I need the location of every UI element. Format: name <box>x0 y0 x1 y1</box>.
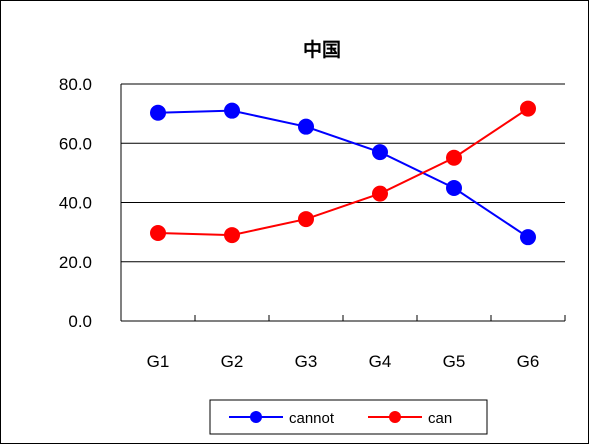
legend: cannot can <box>209 399 488 435</box>
y-tick-label: 0.0 <box>68 312 92 331</box>
point-can-G3 <box>298 211 314 228</box>
axes <box>120 84 566 321</box>
x-tick-label: G2 <box>221 352 244 371</box>
series-group <box>150 100 536 246</box>
point-can-G4 <box>372 185 388 202</box>
y-tick-label: 80.0 <box>59 75 92 94</box>
y-tick-labels: 0.0 20.0 40.0 60.0 80.0 <box>59 75 92 331</box>
x-tick-label: G5 <box>443 352 466 371</box>
chart-title: 中国 <box>303 38 341 61</box>
y-tick-label: 40.0 <box>59 194 92 213</box>
legend-marker-cannot <box>250 411 262 423</box>
series-line-cannot <box>157 109 529 238</box>
legend-marker-can <box>389 411 401 423</box>
x-tick-labels: G1 G2 G3 G4 G5 G6 <box>147 352 540 371</box>
point-cannot-G2 <box>224 102 240 119</box>
point-cannot-G5 <box>446 179 462 196</box>
point-cannot-G4 <box>372 144 388 161</box>
y-tick-label: 60.0 <box>59 134 92 153</box>
gridlines <box>121 83 565 322</box>
x-tick-label: G4 <box>369 352 392 371</box>
x-tick-label: G1 <box>147 352 170 371</box>
point-can-G6 <box>520 100 536 117</box>
x-tick-label: G3 <box>295 352 318 371</box>
point-can-G2 <box>224 227 240 244</box>
point-cannot-G1 <box>150 104 166 121</box>
series-line-can <box>157 107 529 237</box>
y-tick-label: 20.0 <box>59 253 92 272</box>
legend-label-cannot: cannot <box>289 410 335 427</box>
x-tick-label: G6 <box>517 352 540 371</box>
legend-label-can: can <box>428 410 452 427</box>
point-can-G1 <box>150 225 166 242</box>
point-cannot-G3 <box>298 118 314 135</box>
point-cannot-G6 <box>520 229 536 246</box>
point-can-G5 <box>446 149 462 166</box>
